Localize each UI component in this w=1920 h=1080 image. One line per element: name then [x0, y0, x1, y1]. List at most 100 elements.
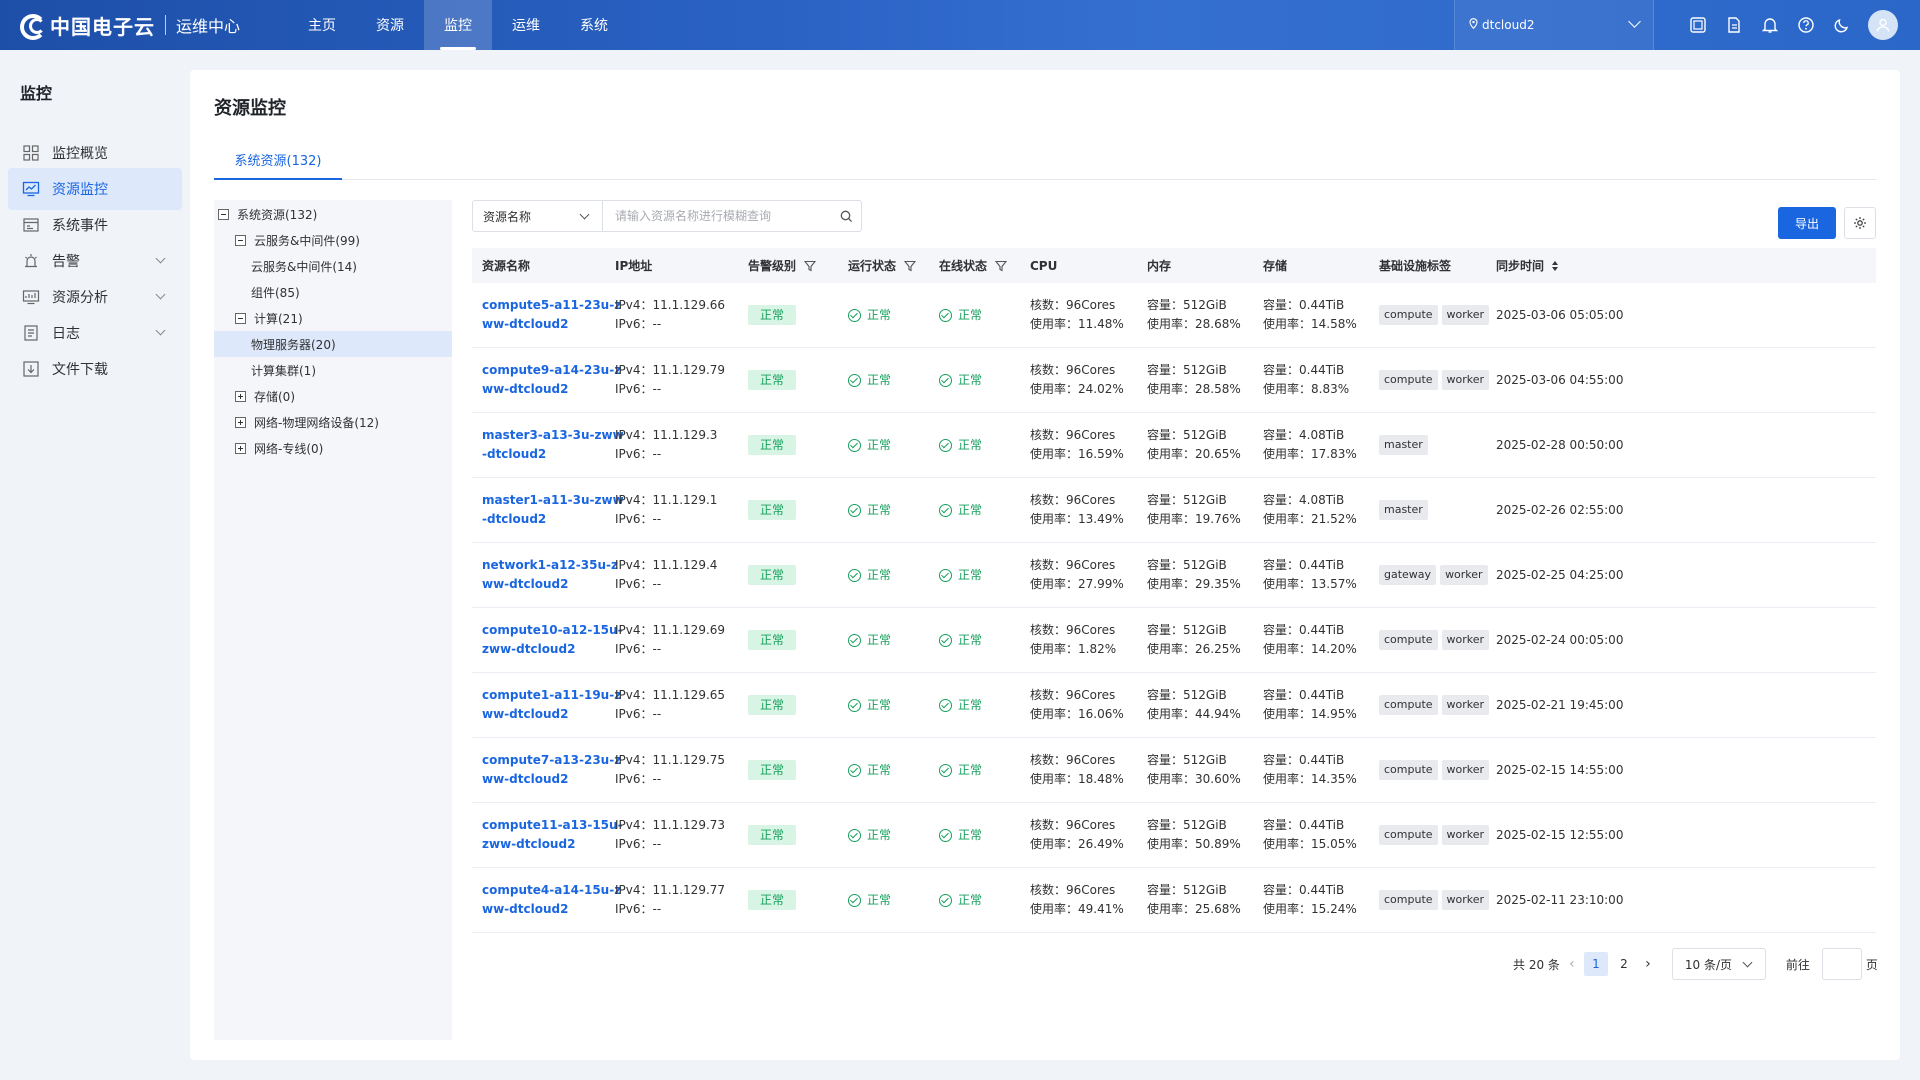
nav-item-0[interactable]: 主页 [308, 18, 336, 34]
resource-name-link[interactable]: master3-a13-3u-zww-dtcloud2 [482, 428, 624, 461]
check-circle-icon [848, 893, 861, 907]
tree-node-label: 计算集群(1) [251, 363, 316, 378]
collapse-minus-icon[interactable] [218, 208, 229, 220]
column-header: 告警级别 [748, 248, 817, 283]
sort-icon[interactable] [1552, 260, 1559, 271]
infra-tag: compute [1379, 825, 1438, 845]
column-header: IP地址 [615, 248, 652, 283]
bell-icon[interactable] [1752, 0, 1788, 50]
run-status-cell: 正常 [848, 413, 891, 477]
check-circle-icon [939, 698, 952, 712]
run-status-label: 正常 [867, 372, 892, 387]
page-number-2[interactable]: 2 [1620, 957, 1628, 971]
expand-plus-icon[interactable] [235, 442, 246, 454]
collapse-minus-icon[interactable] [235, 312, 246, 324]
sidebar-item-4[interactable]: 资源分析 [8, 276, 182, 318]
infra-tag: gateway [1379, 565, 1437, 585]
next-page-icon[interactable]: › [1645, 956, 1651, 972]
check-circle-icon [848, 503, 861, 517]
sidebar-item-label: 日志 [52, 326, 80, 342]
document-icon[interactable] [1716, 0, 1752, 50]
resource-name-link[interactable]: compute11-a13-15u-zww-dtcloud2 [482, 818, 623, 851]
online-status: 正常 [939, 306, 982, 325]
tab-system-resources[interactable]: 系统资源(132) [214, 140, 342, 180]
run-status: 正常 [848, 501, 891, 520]
nav-item-3[interactable]: 运维 [512, 18, 540, 34]
tree-node[interactable]: 网络-物理网络设备(12) [214, 409, 452, 435]
run-status-label: 正常 [867, 697, 892, 712]
tree-node[interactable]: 系统资源(132) [214, 201, 452, 227]
screen-icon[interactable] [1680, 0, 1716, 50]
filter-icon[interactable] [803, 260, 817, 272]
run-status: 正常 [848, 696, 891, 715]
goto-page-input[interactable] [1821, 948, 1862, 980]
resource-name-link[interactable]: compute7-a13-23u-zww-dtcloud2 [482, 753, 622, 786]
tree-node[interactable]: 存储(0) [214, 383, 452, 409]
infra-tag: worker [1441, 890, 1490, 910]
filter-icon[interactable] [903, 260, 917, 272]
region-selector[interactable]: dtcloud2 [1454, 0, 1654, 50]
storage-cell: 容量：0.44TiB 使用率：14.95% [1263, 673, 1357, 737]
expand-plus-icon[interactable] [235, 390, 246, 402]
resource-name-link[interactable]: compute9-a14-23u-zww-dtcloud2 [482, 363, 622, 396]
prev-page-icon[interactable]: ‹ [1569, 956, 1575, 972]
memory-usage: 使用率：28.68% [1147, 317, 1241, 331]
expand-plus-icon[interactable] [235, 416, 246, 428]
check-circle-icon [939, 438, 952, 452]
infra-tag: compute [1379, 760, 1438, 780]
online-status-label: 正常 [958, 892, 983, 907]
tree-node[interactable]: 云服务&中间件(99) [214, 227, 452, 253]
nav-item-4[interactable]: 系统 [580, 18, 608, 34]
nav-item-1[interactable]: 资源 [376, 18, 404, 34]
tree-node[interactable]: 组件(85) [214, 279, 452, 305]
resource-name-link[interactable]: network1-a12-35u-zww-dtcloud2 [482, 558, 618, 591]
online-status: 正常 [939, 371, 982, 390]
user-avatar[interactable] [1868, 10, 1898, 40]
search-field-select[interactable]: 资源名称 [473, 201, 603, 231]
tree-node[interactable]: 计算集群(1) [214, 357, 452, 383]
search-input[interactable] [603, 201, 831, 231]
memory-usage: 使用率：29.35% [1147, 577, 1241, 591]
brand-logo[interactable]: 中国电子云 运维中心 [0, 0, 280, 50]
sidebar-item-3[interactable]: 告警 [8, 240, 182, 282]
export-button[interactable]: 导出 [1778, 207, 1836, 239]
run-status-cell: 正常 [848, 673, 891, 737]
resource-name-link[interactable]: compute1-a11-19u-zww-dtcloud2 [482, 688, 622, 721]
tree-node[interactable]: 计算(21) [214, 305, 452, 331]
goto-label: 前往 [1785, 957, 1810, 972]
sidebar-item-0[interactable]: 监控概览 [8, 132, 182, 174]
cpu-cell: 核数：96Cores 使用率：13.49% [1030, 478, 1124, 542]
sidebar-item-6[interactable]: 文件下载 [8, 348, 182, 390]
analysis-icon [22, 288, 40, 306]
tree-node[interactable]: 云服务&中间件(14) [214, 253, 452, 279]
settings-gear-icon[interactable] [1844, 207, 1876, 239]
resource-name-link[interactable]: compute5-a11-23u-zww-dtcloud2 [482, 298, 622, 331]
resource-name-link[interactable]: master1-a11-3u-zww-dtcloud2 [482, 493, 624, 526]
resource-name-link[interactable]: compute10-a12-15u-zww-dtcloud2 [482, 623, 623, 656]
help-icon[interactable] [1788, 0, 1824, 50]
tree-node[interactable]: 物理服务器(20) [214, 331, 452, 357]
filter-icon[interactable] [994, 260, 1008, 272]
alarm-cell: 正常 [748, 348, 796, 412]
sidebar-item-5[interactable]: 日志 [8, 312, 182, 354]
alarm-level-badge: 正常 [748, 370, 796, 390]
column-header: CPU [1030, 248, 1057, 283]
nav-item-2[interactable]: 监控 [424, 0, 492, 50]
sidebar-item-2[interactable]: 系统事件 [8, 204, 182, 246]
moon-icon[interactable] [1824, 0, 1860, 50]
search-icon[interactable] [831, 201, 861, 231]
sidebar-item-1[interactable]: 资源监控 [8, 168, 182, 210]
collapse-minus-icon[interactable] [235, 234, 246, 246]
page-number-1[interactable]: 1 [1583, 952, 1608, 976]
sync-time-cell: 2025-02-28 00:50:00 [1496, 413, 1623, 477]
memory-capacity: 容量：512GiB [1147, 558, 1227, 572]
search-bar: 资源名称 [472, 200, 862, 232]
online-status-cell: 正常 [939, 868, 982, 932]
log-icon [22, 324, 40, 342]
tags-cell: compute worker [1379, 868, 1493, 932]
cpu-cell: 核数：96Cores 使用率：16.06% [1030, 673, 1124, 737]
page-size-select[interactable]: 10 条/页 [1671, 948, 1766, 980]
tree-node[interactable]: 网络-专线(0) [214, 435, 452, 461]
cpu-cell: 核数：96Cores 使用率：27.99% [1030, 543, 1124, 607]
resource-name-link[interactable]: compute4-a14-15u-zww-dtcloud2 [482, 883, 622, 916]
